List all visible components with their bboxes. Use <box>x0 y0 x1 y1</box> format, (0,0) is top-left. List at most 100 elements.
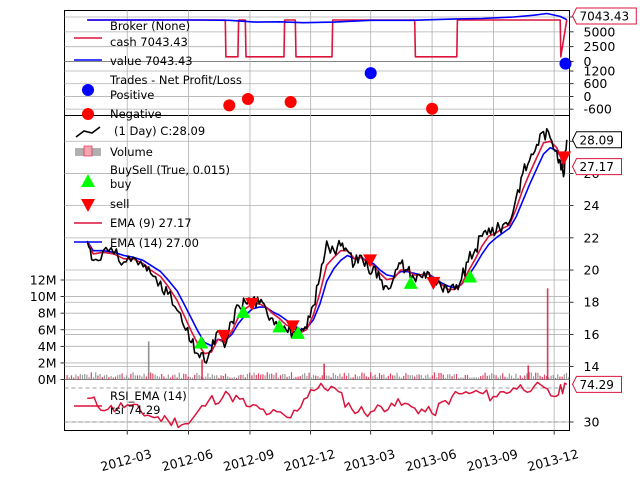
chart-markers <box>194 57 572 349</box>
volume-bar <box>262 374 264 380</box>
buy-marker <box>236 304 251 318</box>
volume-y-tick-label: 12M <box>30 273 57 288</box>
price-y-tick-label: 20 <box>584 263 600 278</box>
volume-bar <box>370 372 372 380</box>
volume-bar <box>92 377 95 380</box>
broker-last-value-tag-box <box>571 7 637 25</box>
volume-bar <box>440 372 442 380</box>
volume-bar <box>180 377 183 380</box>
x-tick-label: 2012-12 <box>282 446 336 474</box>
volume-bar <box>493 374 495 380</box>
volume-bar <box>422 378 425 380</box>
volume-bar <box>255 375 257 380</box>
trades-y-tick-label: 0 <box>584 89 592 104</box>
volume-bar <box>389 373 392 380</box>
volume-bar <box>260 374 262 380</box>
volume-bar <box>108 377 110 380</box>
price-y-tick-label: 24 <box>584 198 600 213</box>
x-tick-label: 2013-06 <box>404 446 458 474</box>
volume-bar <box>167 374 169 380</box>
volume-bar <box>251 375 253 380</box>
volume-bar <box>176 377 178 380</box>
volume-bar <box>306 375 308 380</box>
volume-bar <box>295 376 297 380</box>
volume-bar <box>455 373 458 380</box>
sell-marker <box>285 320 300 334</box>
volume-bar <box>385 377 387 380</box>
volume-bar <box>548 377 550 380</box>
volume-bar <box>68 377 70 380</box>
volume-bar <box>488 375 491 380</box>
volume-y-tick-label: 6M <box>38 322 57 337</box>
volume-bar <box>141 376 143 380</box>
volume-bar <box>112 377 114 380</box>
volume-legend-label: Volume <box>110 145 153 159</box>
volume-bar <box>442 374 444 380</box>
volume-bar <box>75 374 77 380</box>
volume-bar <box>541 376 543 380</box>
volume-bar <box>79 374 81 380</box>
volume-y-tick-label: 10M <box>30 289 57 304</box>
volume-bar <box>535 372 537 380</box>
volume-bar <box>106 374 108 380</box>
volume-bar <box>365 376 367 380</box>
volume-bar <box>515 373 517 380</box>
volume-bar <box>466 374 469 380</box>
volume-bar <box>150 372 152 380</box>
volume-bar <box>207 373 209 380</box>
volume-bar <box>205 376 207 380</box>
volume-bar <box>143 373 145 380</box>
volume-bar <box>473 377 475 380</box>
volume-bar <box>502 373 504 380</box>
volume-bar <box>392 375 394 380</box>
broker-legend-title: Broker (None) <box>110 19 190 33</box>
volume-bar <box>264 375 266 380</box>
volume-bar <box>447 374 449 380</box>
volume-bar <box>433 372 436 380</box>
volume-bar <box>497 377 499 380</box>
volume-bar <box>119 374 121 380</box>
volume-bar <box>301 374 304 380</box>
volume-bar <box>165 377 167 380</box>
volume-bar <box>337 375 339 380</box>
volume-bar <box>453 374 455 380</box>
volume-y-tick-label: 8M <box>38 306 57 321</box>
volume-bar <box>372 376 374 380</box>
volume-bar <box>293 377 295 380</box>
volume-bar <box>352 377 354 380</box>
volume-bar <box>557 374 559 380</box>
volume-bar <box>359 376 361 380</box>
volume-bar <box>308 372 310 380</box>
volume-bar <box>117 375 119 380</box>
price-legend-label: (1 Day) C:28.09 <box>114 124 205 138</box>
volume-bar <box>565 372 568 380</box>
sell-marker <box>557 151 572 165</box>
broker-y-tick-label: 5000 <box>584 24 616 39</box>
volume-legend-swatch-red <box>83 145 93 157</box>
volume-bar <box>90 372 92 380</box>
volume-bar <box>266 372 268 380</box>
volume-bar <box>110 375 112 380</box>
volume-bar <box>427 374 429 380</box>
volume-bar <box>451 376 453 380</box>
x-tick-label: 2012-09 <box>222 446 276 474</box>
volume-bar <box>136 375 139 380</box>
volume-bar <box>229 377 231 380</box>
volume-bar <box>158 376 161 380</box>
volume-bar <box>282 374 284 380</box>
buy-marker <box>463 269 478 283</box>
volume-bar <box>224 373 227 380</box>
price-legend: (1 Day) C:28.09 Volume BuySell (True, 0.… <box>74 124 230 250</box>
volume-bar <box>81 375 84 380</box>
trades-y-tick-label: 1200 <box>584 64 616 79</box>
broker-y-tick-label: 2500 <box>584 39 616 54</box>
volume-bar <box>169 377 172 380</box>
volume-bar <box>444 377 447 380</box>
volume-bar <box>312 375 315 380</box>
last-value-tags: 7043.43 28.09 27.17 74.29 <box>571 7 637 393</box>
x-tick-label: 2013-09 <box>465 446 519 474</box>
buysell-legend-label: BuySell (True, 0.015) <box>110 163 230 177</box>
rsi-line <box>87 381 568 429</box>
volume-bar <box>154 374 156 380</box>
